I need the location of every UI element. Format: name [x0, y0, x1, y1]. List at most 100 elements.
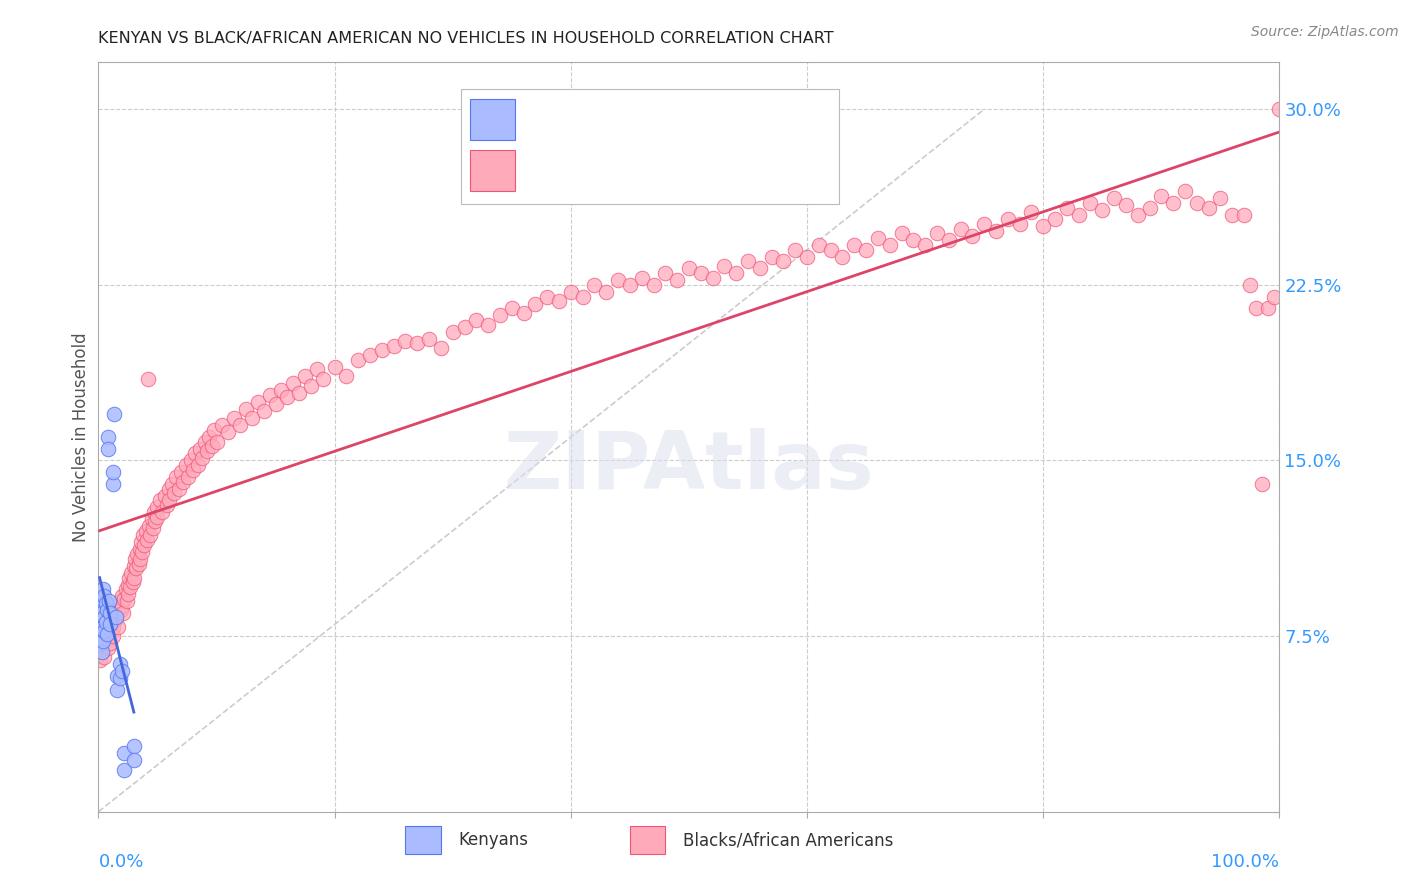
Point [112, 763, 135, 777]
Text: R =: R = [530, 161, 568, 179]
Point [382, 339, 405, 353]
FancyBboxPatch shape [461, 88, 839, 204]
Text: 0.0%: 0.0% [98, 853, 143, 871]
Point [100, 610, 122, 624]
Text: Blacks/African Americans: Blacks/African Americans [683, 831, 893, 849]
Point [98, 624, 121, 639]
Point [211, 418, 233, 433]
Point [180, 453, 202, 467]
Point [1139, 201, 1161, 215]
Point [1233, 208, 1256, 222]
Point [141, 512, 163, 526]
Point [104, 613, 127, 627]
Text: R =: R = [530, 111, 568, 128]
Point [1161, 195, 1184, 210]
Point [335, 369, 357, 384]
Point [1008, 217, 1031, 231]
Point [89, 613, 111, 627]
Point [117, 587, 139, 601]
Point [630, 271, 652, 285]
Point [1150, 189, 1173, 203]
Point [294, 369, 316, 384]
Point [105, 606, 128, 620]
Point [1268, 103, 1291, 117]
Point [114, 582, 136, 597]
Point [91, 582, 114, 597]
Point [807, 238, 830, 252]
Point [181, 463, 204, 477]
Point [122, 739, 145, 753]
Point [949, 221, 972, 235]
Point [571, 289, 593, 303]
Point [112, 746, 135, 760]
Point [654, 266, 676, 280]
Point [96, 603, 118, 617]
Point [524, 296, 547, 310]
Point [124, 551, 146, 566]
Point [93, 650, 115, 665]
Point [1043, 212, 1066, 227]
Point [96, 626, 118, 640]
Point [1102, 191, 1125, 205]
Point [91, 646, 114, 660]
Point [831, 250, 853, 264]
Point [1250, 476, 1272, 491]
Point [111, 590, 134, 604]
Point [149, 493, 172, 508]
Point [121, 575, 143, 590]
Point [595, 285, 617, 299]
Point [120, 580, 142, 594]
Point [501, 301, 523, 316]
Point [101, 620, 124, 634]
Point [973, 217, 995, 231]
Point [174, 458, 197, 473]
Point [105, 610, 128, 624]
Point [94, 615, 117, 629]
Point [938, 233, 960, 247]
Point [93, 624, 115, 639]
Point [1209, 191, 1232, 205]
Point [512, 306, 534, 320]
Point [371, 343, 394, 358]
Point [312, 371, 335, 385]
Point [160, 476, 183, 491]
Point [101, 476, 124, 491]
Point [785, 243, 807, 257]
Point [229, 418, 252, 433]
Point [1185, 195, 1208, 210]
Point [246, 395, 269, 409]
Text: 198: 198 [728, 161, 765, 179]
Point [1263, 289, 1285, 303]
Point [666, 273, 689, 287]
Point [1126, 208, 1149, 222]
Point [129, 535, 152, 549]
Point [121, 566, 143, 580]
Text: N =: N = [665, 111, 706, 128]
Point [914, 238, 936, 252]
Point [394, 334, 416, 348]
Point [820, 243, 842, 257]
Text: 0.669: 0.669 [595, 161, 651, 179]
Point [890, 227, 912, 241]
Point [90, 636, 112, 650]
Point [1091, 202, 1114, 217]
Point [96, 633, 118, 648]
Point [91, 633, 114, 648]
Bar [471, 99, 516, 140]
Point [359, 348, 381, 362]
Point [866, 231, 889, 245]
Point [191, 451, 214, 466]
Point [112, 606, 135, 620]
Point [146, 500, 169, 515]
Bar [471, 150, 516, 191]
Point [111, 599, 134, 613]
Point [97, 430, 120, 444]
Point [105, 683, 128, 698]
Text: N =: N = [665, 161, 706, 179]
Point [105, 669, 128, 683]
Point [105, 599, 128, 613]
Point [305, 362, 328, 376]
Point [195, 444, 218, 458]
Point [418, 332, 440, 346]
Point [253, 404, 276, 418]
